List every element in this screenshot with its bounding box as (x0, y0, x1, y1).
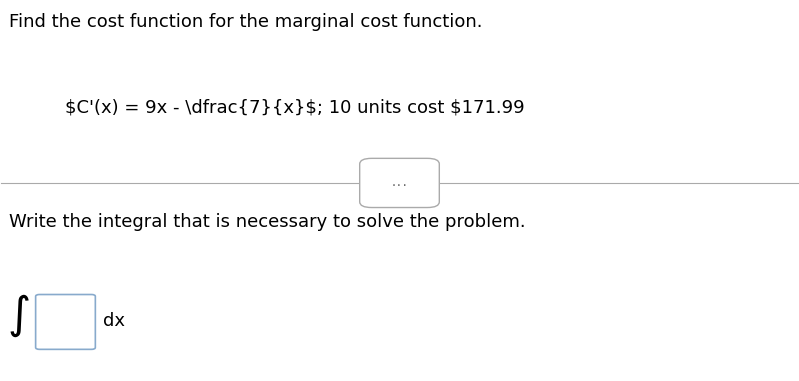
FancyBboxPatch shape (360, 158, 439, 208)
Text: Find the cost function for the marginal cost function.: Find the cost function for the marginal … (10, 13, 483, 31)
Text: $C'(x) = 9x - \dfrac{7}{x}$; 10 units cost $171.99: $C'(x) = 9x - \dfrac{7}{x}$; 10 units co… (65, 98, 525, 116)
Text: ...: ... (391, 178, 408, 188)
Text: ∫: ∫ (7, 294, 30, 337)
FancyBboxPatch shape (36, 295, 95, 349)
Text: Write the integral that is necessary to solve the problem.: Write the integral that is necessary to … (10, 213, 526, 231)
Text: dx: dx (103, 312, 125, 330)
